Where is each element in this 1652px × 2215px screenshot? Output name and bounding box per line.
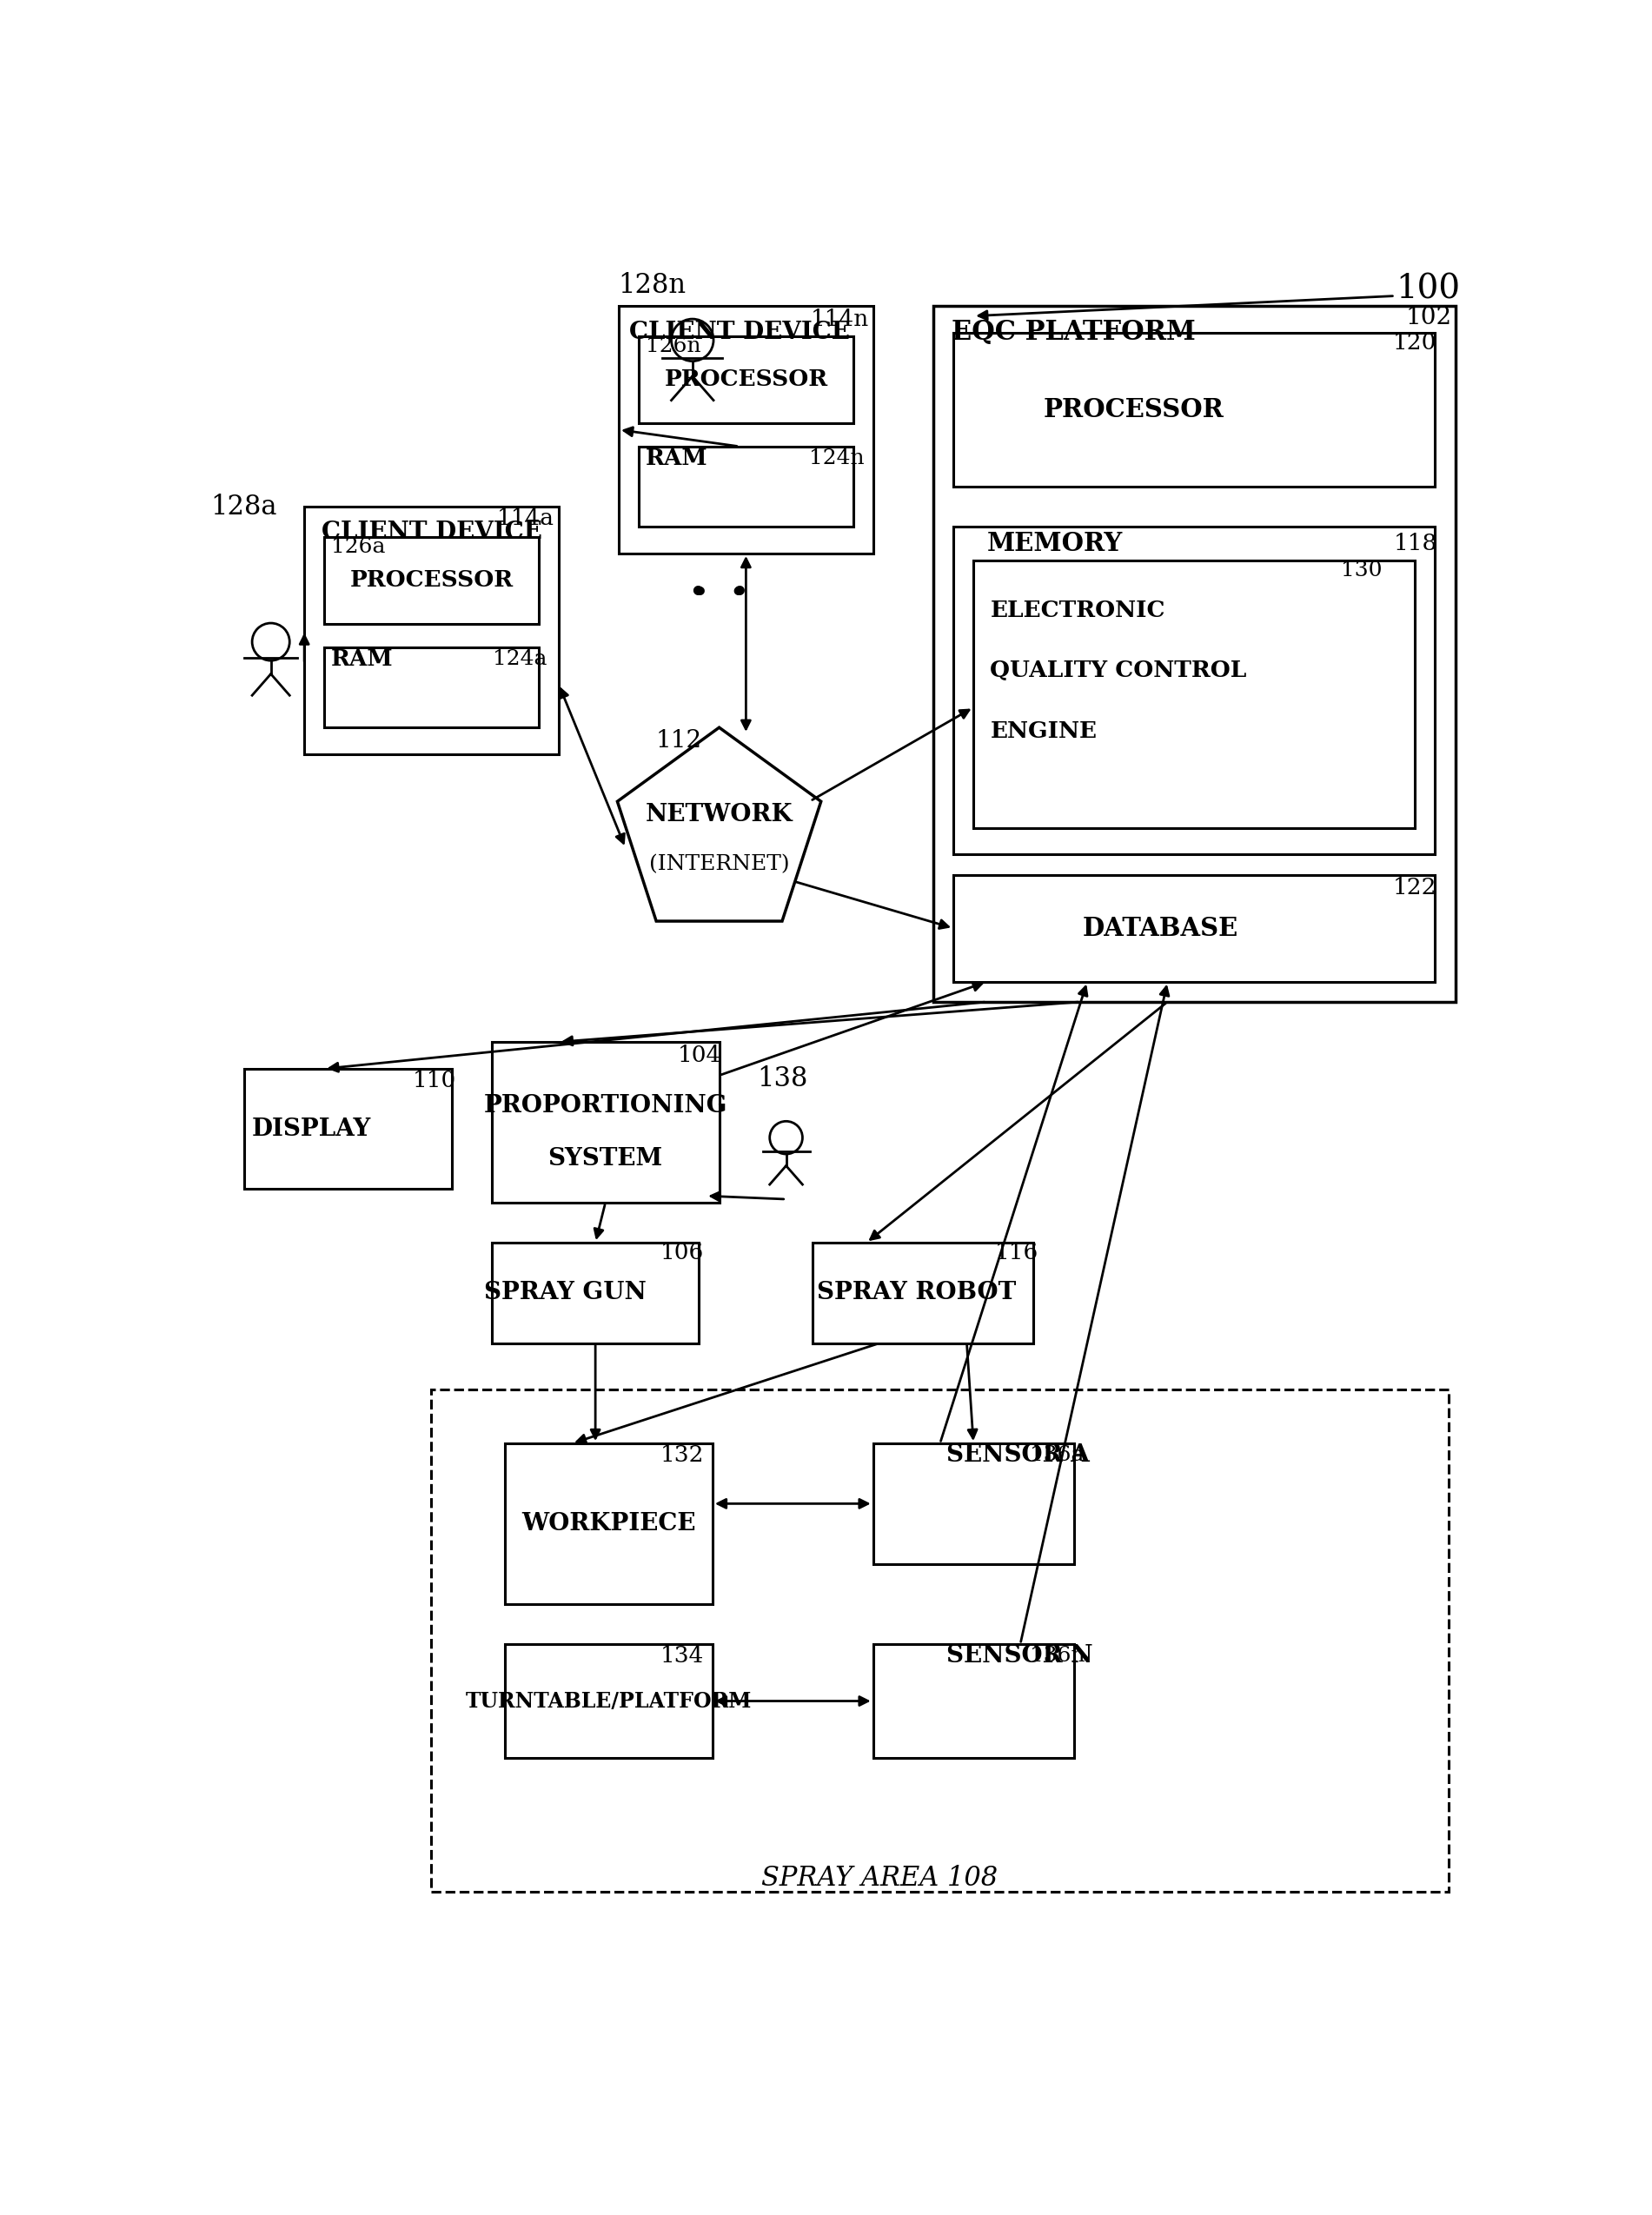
Text: 100: 100 bbox=[1396, 272, 1460, 306]
Text: SENSOR A: SENSOR A bbox=[947, 1444, 1090, 1466]
Text: 126a: 126a bbox=[330, 536, 385, 556]
Bar bbox=[492, 1243, 699, 1342]
Polygon shape bbox=[618, 727, 821, 921]
Text: EQC PLATFORM: EQC PLATFORM bbox=[952, 319, 1196, 346]
Text: PROCESSOR: PROCESSOR bbox=[350, 569, 514, 591]
Bar bbox=[872, 1644, 1074, 1759]
Text: 130: 130 bbox=[1341, 560, 1383, 580]
Bar bbox=[244, 1068, 451, 1189]
Text: SPRAY AREA 108: SPRAY AREA 108 bbox=[762, 1865, 998, 1892]
Bar bbox=[324, 647, 539, 727]
Bar bbox=[506, 1644, 712, 1759]
Bar bbox=[492, 1041, 719, 1203]
Text: RAM: RAM bbox=[646, 447, 707, 470]
Text: 124n: 124n bbox=[808, 447, 864, 470]
Text: DATABASE: DATABASE bbox=[1084, 915, 1239, 941]
Bar bbox=[953, 332, 1436, 487]
Text: CLIENT DEVICE: CLIENT DEVICE bbox=[320, 521, 542, 545]
Text: 128a: 128a bbox=[211, 494, 278, 521]
Text: SPRAY GUN: SPRAY GUN bbox=[484, 1280, 646, 1305]
Bar bbox=[953, 527, 1436, 855]
Bar bbox=[324, 536, 539, 625]
Text: 112: 112 bbox=[656, 729, 702, 753]
Text: PROCESSOR: PROCESSOR bbox=[1044, 396, 1224, 423]
Text: (INTERNET): (INTERNET) bbox=[649, 855, 790, 875]
Text: RAM: RAM bbox=[330, 649, 393, 671]
Text: 122: 122 bbox=[1393, 877, 1437, 899]
Text: WORKPIECE: WORKPIECE bbox=[522, 1513, 695, 1535]
Text: 114n: 114n bbox=[811, 308, 869, 330]
Bar bbox=[431, 1389, 1449, 1892]
Text: NETWORK: NETWORK bbox=[646, 802, 793, 826]
Text: PROCESSOR: PROCESSOR bbox=[664, 368, 828, 390]
Text: SPRAY ROBOT: SPRAY ROBOT bbox=[818, 1280, 1016, 1305]
Text: 120: 120 bbox=[1393, 332, 1437, 354]
Text: •  •: • • bbox=[691, 578, 748, 609]
Text: 132: 132 bbox=[661, 1444, 704, 1466]
Text: 138: 138 bbox=[757, 1065, 808, 1092]
Bar bbox=[973, 560, 1416, 828]
Bar bbox=[506, 1444, 712, 1604]
Text: QUALITY CONTROL: QUALITY CONTROL bbox=[990, 660, 1247, 682]
Text: 126n: 126n bbox=[646, 337, 700, 357]
Bar bbox=[953, 875, 1436, 981]
Bar bbox=[639, 447, 852, 527]
Text: ELECTRONIC: ELECTRONIC bbox=[990, 600, 1165, 620]
Bar bbox=[813, 1243, 1034, 1342]
Text: 124a: 124a bbox=[492, 649, 547, 669]
Text: PROPORTIONING: PROPORTIONING bbox=[484, 1094, 727, 1116]
Text: 106: 106 bbox=[661, 1243, 704, 1263]
Text: 128n: 128n bbox=[618, 272, 686, 299]
Bar bbox=[304, 507, 558, 755]
Text: 102: 102 bbox=[1406, 306, 1452, 330]
Text: 114a: 114a bbox=[497, 507, 553, 529]
Text: TURNTABLE/PLATFORM: TURNTABLE/PLATFORM bbox=[466, 1690, 752, 1712]
Text: CLIENT DEVICE: CLIENT DEVICE bbox=[629, 321, 849, 346]
Bar bbox=[639, 337, 852, 423]
Text: ENGINE: ENGINE bbox=[990, 720, 1097, 742]
Text: DISPLAY: DISPLAY bbox=[251, 1116, 370, 1141]
Text: SENSOR N: SENSOR N bbox=[947, 1644, 1094, 1668]
Text: 134: 134 bbox=[661, 1646, 704, 1668]
Text: 104: 104 bbox=[677, 1045, 720, 1065]
Bar bbox=[620, 306, 872, 554]
Text: MEMORY: MEMORY bbox=[986, 532, 1123, 556]
Text: 136a: 136a bbox=[1029, 1446, 1084, 1466]
Bar bbox=[933, 306, 1455, 1001]
Text: 136n: 136n bbox=[1029, 1646, 1085, 1666]
Text: SYSTEM: SYSTEM bbox=[548, 1147, 662, 1172]
Text: 110: 110 bbox=[413, 1070, 456, 1092]
Text: 118: 118 bbox=[1393, 532, 1437, 554]
Bar bbox=[872, 1444, 1074, 1564]
Text: •  •: • • bbox=[689, 578, 750, 609]
Text: 116: 116 bbox=[995, 1243, 1039, 1263]
